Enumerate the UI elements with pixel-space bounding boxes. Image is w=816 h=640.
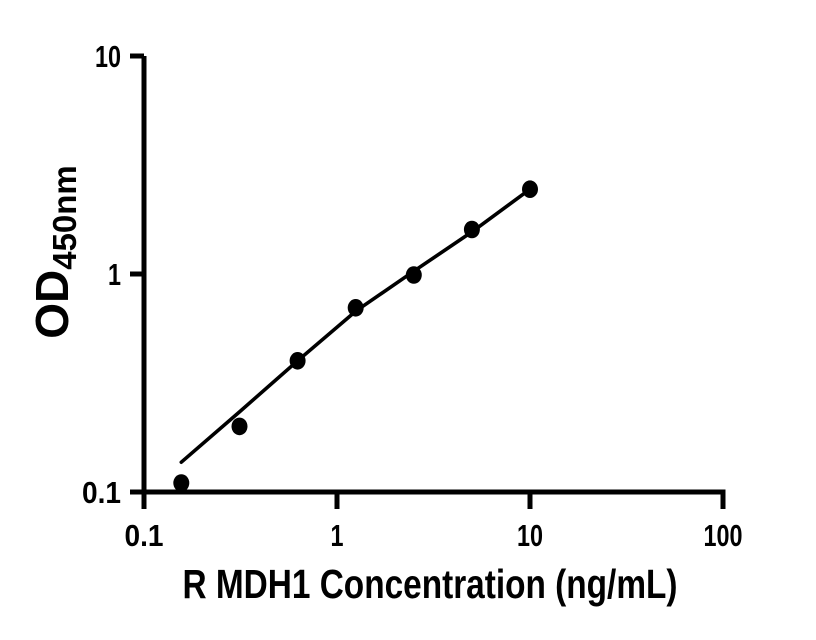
y-axis-title: OD450nm [26,165,83,339]
data-point [522,180,538,198]
y-tick-label: 1 [108,257,121,292]
data-points [173,180,538,492]
x-tick-label: 1 [331,518,344,553]
data-point [347,299,364,317]
y-axis-title-main: OD [26,270,78,339]
data-point [405,266,422,284]
y-axis-title-subscript: 450nm [46,165,83,270]
x-tick-label: 0.1 [125,518,164,553]
x-axis-title: R MDH1 Concentration (ng/mL) [183,561,678,607]
axis-tick-labels: 0.1 1 10 100 0.1 1 10 [82,39,743,553]
data-point [289,352,306,370]
data-point [173,474,190,492]
y-tick-label: 0.1 [82,475,121,510]
y-tick-label: 10 [95,39,121,74]
x-tick-label: 100 [704,518,743,553]
data-point [231,417,248,436]
axis-ticks [130,53,726,509]
x-tick-label: 10 [517,518,543,553]
axes [141,56,726,495]
data-point [463,220,480,239]
